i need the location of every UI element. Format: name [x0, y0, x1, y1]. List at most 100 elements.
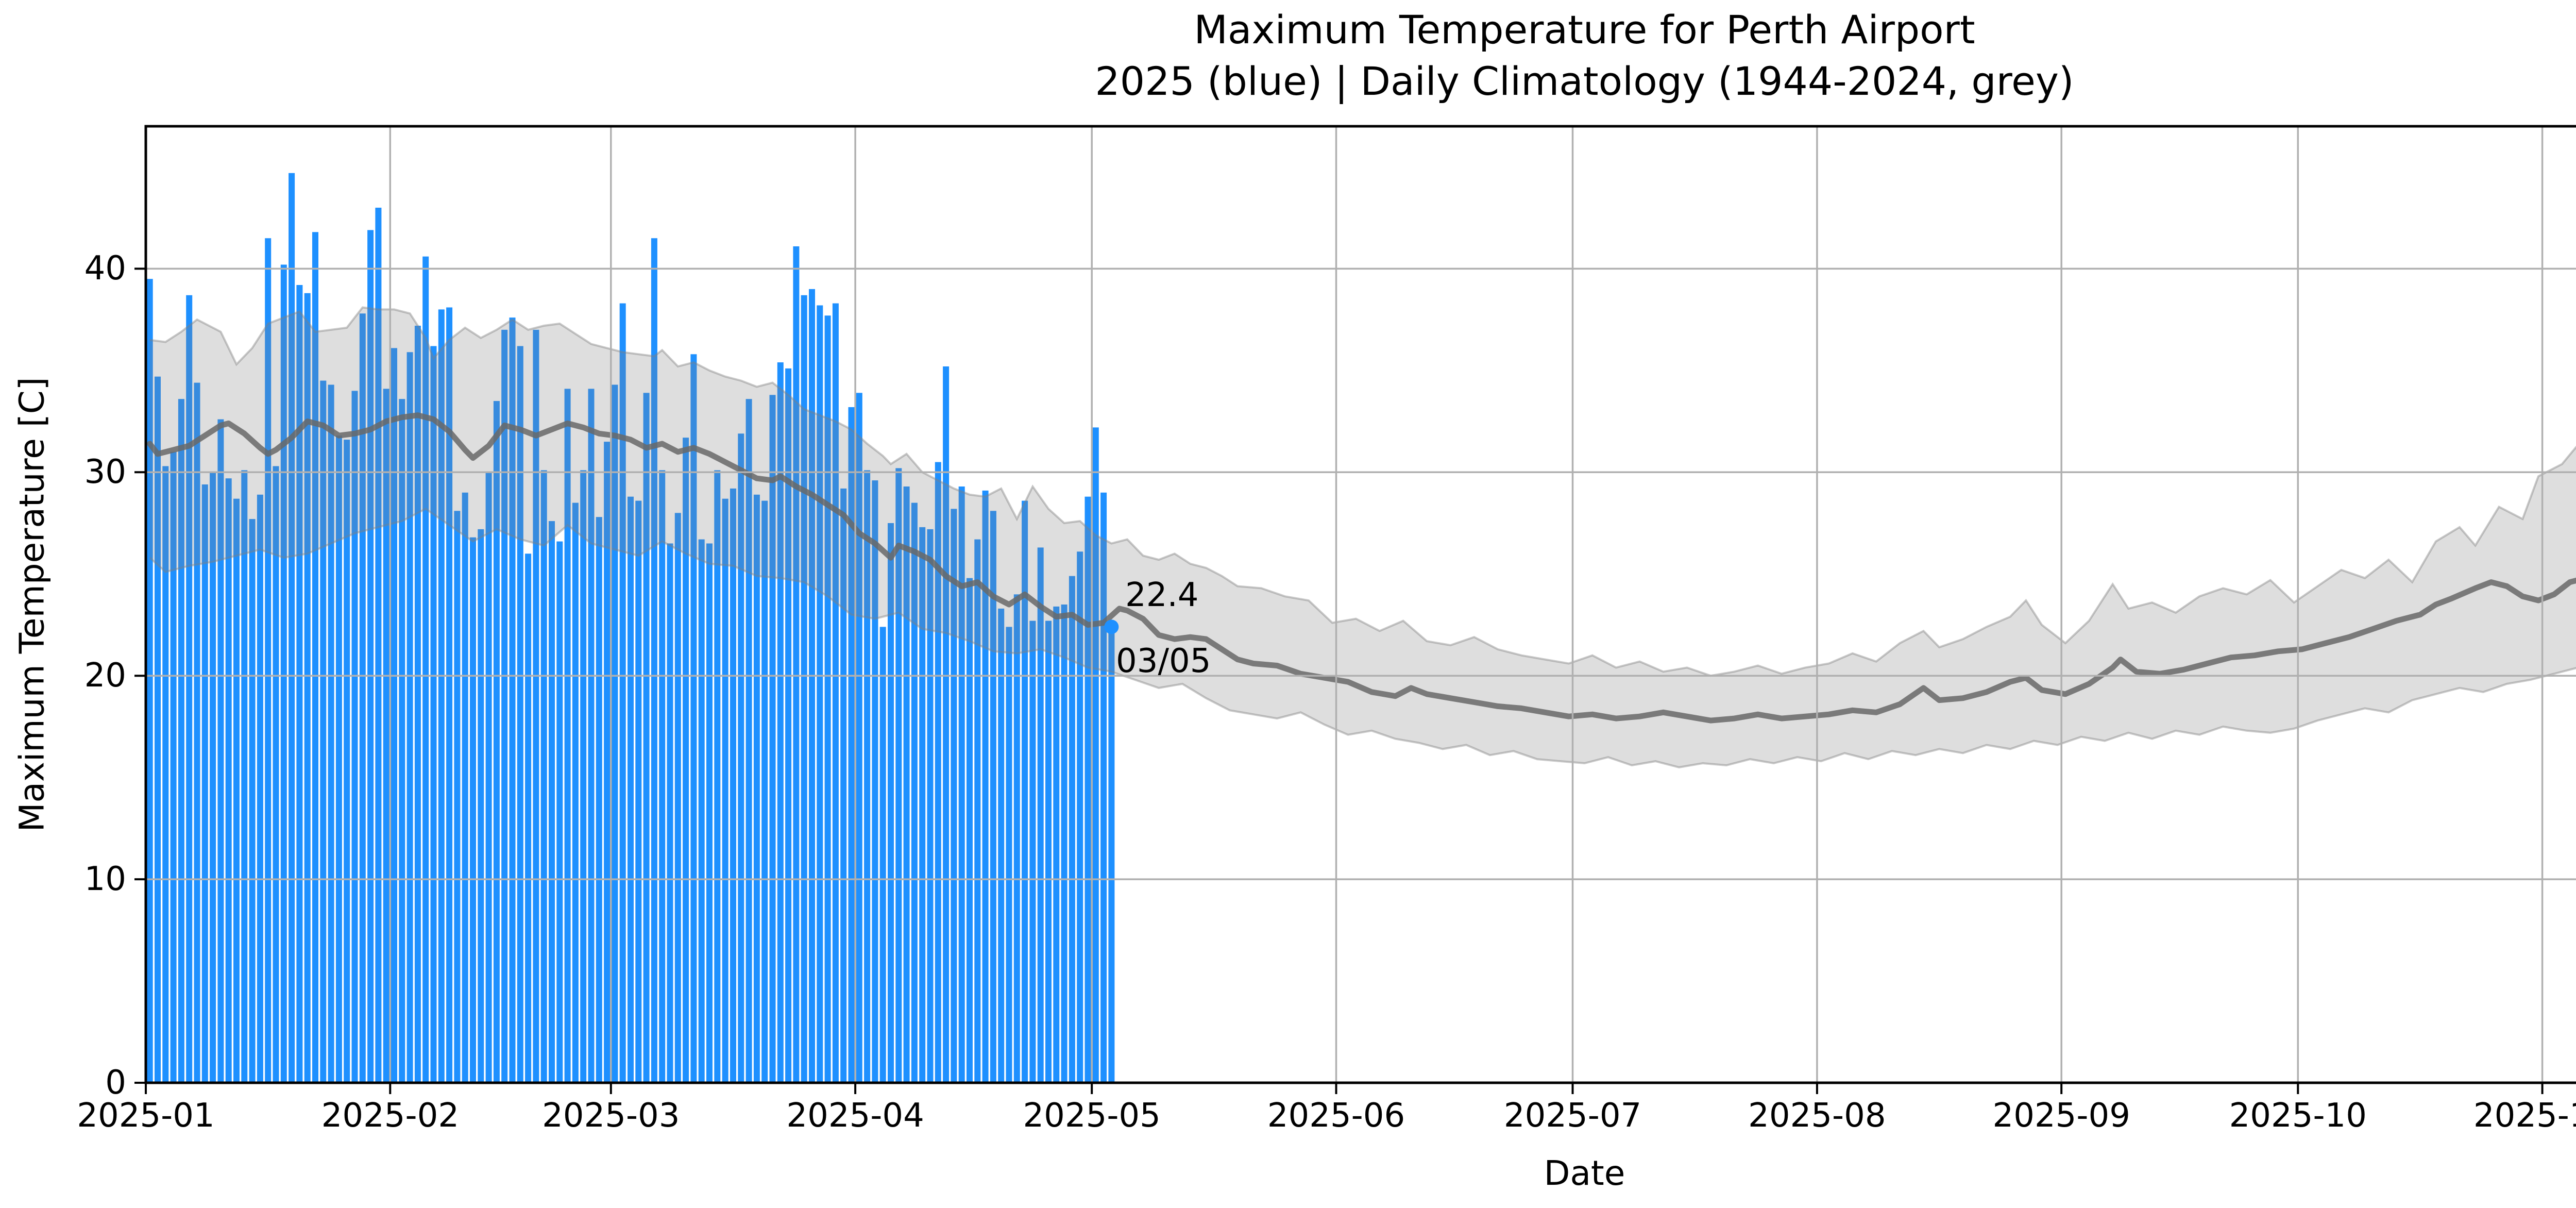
bar-daily-max — [485, 472, 492, 1083]
bar-daily-max — [249, 519, 256, 1083]
bar-daily-max — [351, 391, 358, 1083]
bar-daily-max — [517, 346, 523, 1083]
bar-daily-max — [596, 517, 602, 1083]
bar-daily-max — [588, 389, 595, 1083]
bar-daily-max — [170, 451, 177, 1083]
bar-daily-max — [186, 295, 193, 1083]
bar-daily-max — [194, 382, 200, 1083]
axes-spines — [144, 125, 2576, 1084]
bar-daily-max — [367, 230, 374, 1083]
bar-daily-max — [383, 389, 389, 1083]
bar-daily-max — [951, 509, 957, 1083]
chart-title-line2: 2025 (blue) | Daily Climatology (1944-20… — [1095, 58, 2074, 104]
bar-daily-max — [312, 232, 318, 1083]
bar-daily-max — [1045, 620, 1052, 1083]
bar-daily-max — [1022, 500, 1028, 1083]
bar-daily-max — [478, 529, 484, 1083]
bar-daily-max — [753, 494, 760, 1083]
bar-daily-max — [604, 442, 611, 1083]
bar-daily-max — [879, 627, 886, 1083]
bar-daily-max — [628, 496, 634, 1083]
climatology-band — [149, 307, 2576, 767]
bar-daily-max — [525, 553, 532, 1083]
bar-daily-max — [162, 466, 169, 1083]
bar-daily-max — [840, 488, 847, 1083]
bar-daily-max — [659, 470, 666, 1083]
x-tick-label: 2025-09 — [1992, 1097, 2130, 1135]
bar-daily-max — [738, 433, 744, 1083]
bar-daily-max — [580, 470, 587, 1083]
bar-daily-max — [943, 366, 950, 1083]
bar-daily-max — [612, 384, 618, 1083]
x-tick-label: 2025-06 — [1267, 1097, 1405, 1135]
bar-daily-max — [399, 399, 405, 1083]
bar-daily-max — [1013, 594, 1020, 1083]
bar-daily-max — [533, 329, 539, 1083]
bar-daily-max — [391, 348, 397, 1083]
climatology-band-upper-edge — [149, 306, 2576, 677]
bar-daily-max — [619, 303, 626, 1083]
bar-daily-max — [1069, 576, 1075, 1083]
bar-daily-max — [911, 502, 918, 1083]
bar-daily-max — [888, 523, 894, 1083]
x-axis-label: Date — [1544, 1153, 1625, 1193]
bar-daily-max — [280, 264, 287, 1083]
bar-daily-max — [540, 470, 547, 1083]
bar-daily-max — [1029, 620, 1036, 1083]
bar-daily-max — [903, 486, 910, 1083]
x-tick-label: 2025-03 — [542, 1097, 680, 1135]
bar-daily-max — [1061, 605, 1067, 1083]
x-tick-label: 2025-02 — [321, 1097, 460, 1135]
annotation-last-value: 22.4 — [1125, 576, 1199, 614]
bar-daily-max — [635, 500, 642, 1083]
bar-daily-max — [1077, 551, 1083, 1083]
x-tick-label: 2025-10 — [2229, 1097, 2367, 1135]
bar-daily-max — [864, 470, 871, 1083]
bar-daily-max — [233, 498, 240, 1083]
bar-daily-max — [919, 527, 926, 1083]
bar-daily-max — [990, 511, 996, 1083]
bar-daily-max — [730, 488, 736, 1083]
x-tick-label: 2025-05 — [1023, 1097, 1161, 1135]
bar-daily-max — [257, 494, 263, 1083]
bar-daily-max — [832, 303, 839, 1083]
bar-daily-max — [146, 279, 153, 1083]
annotation-marker-dot — [1104, 619, 1119, 634]
bar-daily-max — [414, 326, 421, 1083]
bar-daily-max — [273, 466, 279, 1083]
bar-daily-max — [178, 399, 184, 1083]
bar-daily-max — [1092, 427, 1099, 1083]
bar-daily-max — [667, 543, 673, 1083]
bar-daily-max — [683, 438, 689, 1083]
bar-daily-max — [241, 470, 248, 1083]
bar-daily-max — [967, 578, 973, 1083]
y-tick-label: 40 — [84, 249, 126, 288]
bar-daily-max — [155, 376, 161, 1083]
bar-daily-max — [304, 293, 311, 1083]
x-tick-label: 2025-04 — [786, 1097, 924, 1135]
x-tick-label: 2025-08 — [1748, 1097, 1886, 1135]
bar-daily-max — [470, 537, 476, 1083]
bar-daily-max — [674, 513, 681, 1083]
bar-daily-max — [344, 440, 350, 1083]
bar-daily-max — [1084, 496, 1091, 1083]
chart-title-line1: Maximum Temperature for Perth Airport — [1194, 7, 1975, 53]
bar-daily-max — [1053, 606, 1060, 1083]
bar-daily-max — [1100, 492, 1107, 1083]
bar-daily-max — [1006, 627, 1012, 1083]
y-tick-label: 0 — [105, 1064, 126, 1102]
bar-daily-max — [320, 380, 327, 1083]
bar-daily-max — [201, 484, 208, 1083]
bar-daily-max — [958, 486, 965, 1083]
bar-daily-max — [225, 478, 232, 1083]
bar-daily-max — [454, 511, 461, 1083]
bar-daily-max — [1037, 547, 1044, 1083]
y-tick-label: 10 — [84, 860, 126, 899]
bar-daily-max — [706, 543, 713, 1083]
bar-daily-max — [493, 401, 500, 1083]
x-tick-label: 2025-11 — [2473, 1097, 2576, 1135]
bar-daily-max — [1108, 627, 1115, 1083]
bar-daily-max — [572, 502, 579, 1083]
